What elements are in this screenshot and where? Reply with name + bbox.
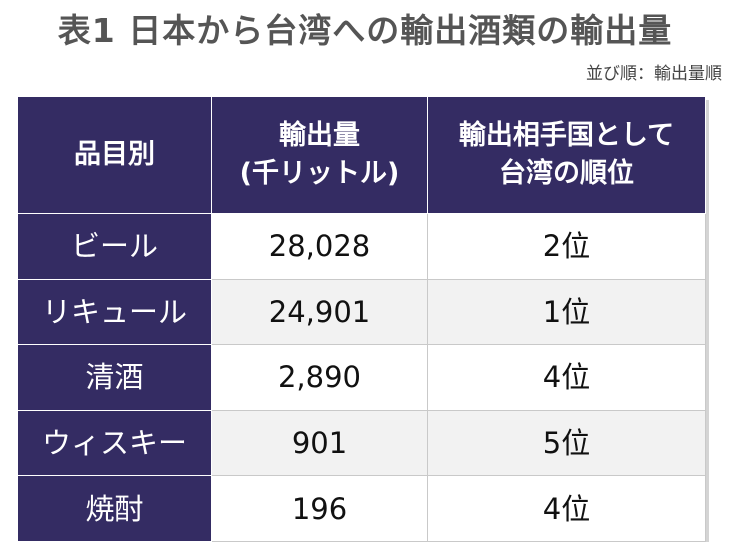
table-row: ウィスキー 901 5位 xyxy=(17,409,706,477)
table-row: 焼酎 196 4位 xyxy=(17,475,706,542)
table-row: ビール 28,028 2位 xyxy=(17,213,706,280)
row-volume: 901 xyxy=(211,409,428,477)
row-item: ビール xyxy=(17,213,212,280)
table-shadow xyxy=(705,100,709,542)
header-item-label: 品目別 xyxy=(74,139,155,170)
row-item: 清酒 xyxy=(17,344,212,411)
table-header-row: 品目別 輸出量 (千リットル) 輸出相手国として 台湾の順位 xyxy=(17,96,706,214)
export-volume-table: 品目別 輸出量 (千リットル) 輸出相手国として 台湾の順位 ビール 28,02… xyxy=(17,96,706,542)
row-volume: 24,901 xyxy=(211,278,428,346)
header-volume-line1: 輸出量 xyxy=(279,120,360,151)
row-item: ウィスキー xyxy=(17,409,212,477)
header-volume: 輸出量 (千リットル) xyxy=(211,96,428,214)
sort-order-note: 並び順：輸出量順 xyxy=(586,64,722,84)
row-rank: 4位 xyxy=(427,344,706,411)
row-item: 焼酎 xyxy=(17,475,212,542)
header-rank: 輸出相手国として 台湾の順位 xyxy=(427,96,706,214)
page-title: 表1 日本から台湾への輸出酒類の輸出量 xyxy=(57,11,673,50)
row-item: リキュール xyxy=(17,278,212,346)
header-volume-line2: (千リットル) xyxy=(239,158,400,189)
row-rank: 4位 xyxy=(427,475,706,542)
row-volume: 28,028 xyxy=(211,213,428,280)
table-row: 清酒 2,890 4位 xyxy=(17,344,706,411)
table-row: リキュール 24,901 1位 xyxy=(17,278,706,346)
row-volume: 196 xyxy=(211,475,428,542)
header-rank-line1: 輸出相手国として xyxy=(458,120,675,151)
header-item: 品目別 xyxy=(17,96,212,214)
header-rank-line2: 台湾の順位 xyxy=(499,158,634,189)
row-volume: 2,890 xyxy=(211,344,428,411)
row-rank: 1位 xyxy=(427,278,706,346)
row-rank: 5位 xyxy=(427,409,706,477)
row-rank: 2位 xyxy=(427,213,706,280)
